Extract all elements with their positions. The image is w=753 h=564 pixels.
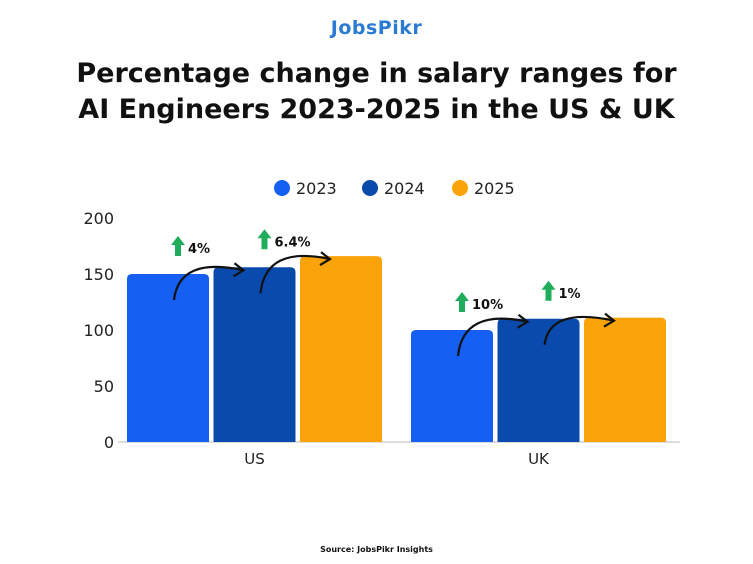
bar-UK-2025 <box>584 317 666 442</box>
annotation-curve-arrow <box>456 317 528 357</box>
annotation-curve-arrow <box>259 254 331 294</box>
bar-UK-2024 <box>497 318 580 442</box>
title-line-2: AI Engineers 2023-2025 in the US & UK <box>78 94 675 125</box>
y-tick-label: 200 <box>83 209 114 228</box>
annotation-label: 4% <box>188 242 210 257</box>
up-arrow-icon <box>541 280 556 301</box>
chart-title: Percentage change in salary ranges for A… <box>0 56 753 128</box>
legend-label-2025: 2025 <box>474 179 515 198</box>
legend-label-2023: 2023 <box>296 179 337 198</box>
y-tick-label: 150 <box>83 265 114 284</box>
annotation-arrowhead <box>603 312 616 328</box>
bar-US-2024 <box>213 267 296 442</box>
title-line-1: Percentage change in salary ranges for <box>76 58 677 89</box>
annotation-arrowhead <box>516 313 530 329</box>
x-tick-label: US <box>244 450 265 468</box>
legend-marker-2025 <box>452 180 468 196</box>
y-tick-label: 100 <box>83 321 114 340</box>
y-tick-label: 0 <box>104 433 114 452</box>
jobspikr-logo: JobsPikr <box>330 17 423 39</box>
annotation-arrowhead <box>319 251 332 267</box>
source-note: Source: JobsPikr Insights <box>320 545 433 554</box>
legend-marker-2023 <box>274 180 290 196</box>
y-tick-label: 50 <box>94 377 114 396</box>
x-tick-label: UK <box>528 450 550 468</box>
up-arrow-icon <box>455 292 469 312</box>
annotation-label: 6.4% <box>275 235 311 250</box>
annotation-curve-arrow <box>172 265 244 301</box>
annotation-arrowhead <box>232 262 246 278</box>
bar-US-2023 <box>127 274 209 442</box>
legend-label-2024: 2024 <box>384 179 425 198</box>
bar-UK-2023 <box>411 330 493 442</box>
annotation-label: 10% <box>472 298 503 313</box>
up-arrow-icon <box>257 229 272 250</box>
bar-US-2025 <box>300 256 382 442</box>
annotation-label: 1% <box>559 287 581 302</box>
annotation-curve-arrow <box>543 315 615 345</box>
legend-marker-2024 <box>362 180 378 196</box>
up-arrow-icon <box>171 236 185 256</box>
